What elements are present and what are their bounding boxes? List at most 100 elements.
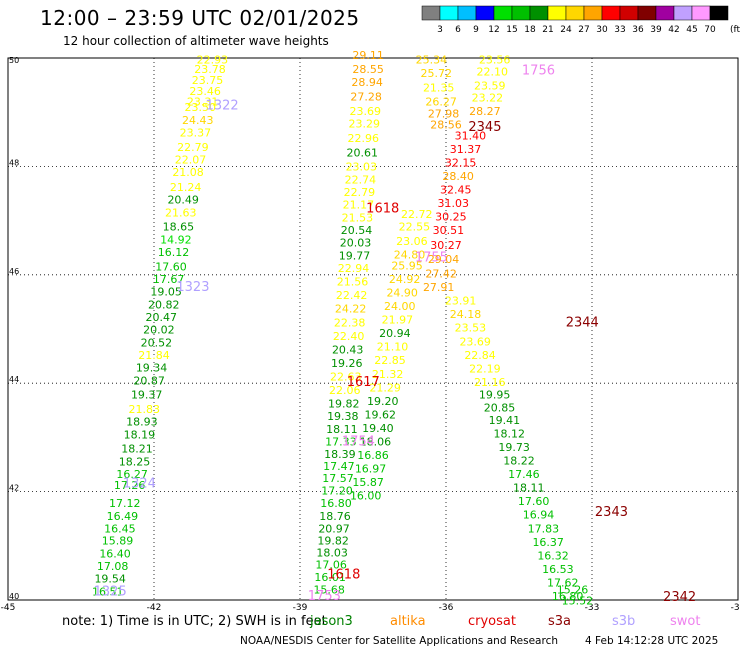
wave-height-point: 26.27 — [425, 96, 457, 109]
wave-height-point: 22.19 — [469, 362, 501, 375]
wave-height-point: 16.53 — [542, 563, 574, 576]
wave-height-point: 22.55 — [399, 220, 431, 233]
wave-height-point: 16.97 — [355, 463, 387, 476]
wave-height-point: 16.94 — [523, 509, 555, 522]
color-scale-label: 42 — [668, 25, 679, 35]
color-scale-swatch — [709, 5, 729, 21]
wave-height-point: 15.87 — [352, 476, 384, 489]
wave-height-point: 22.72 — [401, 208, 433, 221]
wave-height-point: 23.29 — [348, 117, 380, 130]
wave-height-point: 23.69 — [459, 335, 491, 348]
wave-height-point: 21.63 — [165, 206, 197, 219]
wave-height-point: 25.72 — [421, 67, 453, 80]
color-scale-label: 36 — [632, 25, 644, 35]
wave-height-point: 19.54 — [94, 573, 126, 586]
wave-height-point: 30.51 — [433, 224, 465, 237]
wave-height-point: 32.15 — [445, 156, 477, 169]
wave-height-point: 16.45 — [104, 522, 136, 535]
chart-title: 12:00 – 23:59 UTC 02/01/2025 — [40, 6, 360, 30]
color-scale-label: 45 — [686, 25, 697, 35]
legend-item-jason3: jason3 — [310, 614, 353, 629]
wave-height-point: 20.97 — [318, 522, 350, 535]
color-scale-label: 70 — [704, 25, 716, 35]
wave-height-point: 21.16 — [474, 376, 506, 389]
wave-height-point: 20.94 — [379, 327, 411, 340]
pass-time-label: 2343 — [595, 505, 628, 520]
x-tick-label: -42 — [147, 603, 162, 613]
wave-height-point: 20.82 — [148, 298, 180, 311]
x-tick-label: -45 — [1, 603, 16, 613]
wave-height-point: 32.45 — [440, 184, 472, 197]
wave-height-point: 21.35 — [423, 82, 455, 95]
color-scale-label: 15 — [506, 25, 517, 35]
wave-height-point: 18.06 — [360, 436, 392, 449]
pass-time-label: 1618 — [366, 201, 399, 216]
wave-height-point: 18.03 — [316, 547, 348, 560]
wave-height-point: 28.94 — [351, 76, 383, 89]
pass-time-label: 2342 — [663, 590, 696, 605]
wave-height-point: 18.19 — [124, 428, 156, 441]
pass-time-label: 1755 — [415, 250, 448, 265]
wave-height-point: 22.79 — [177, 141, 209, 154]
y-tick-label: 40 — [9, 592, 19, 601]
pass-time-label: 1617 — [347, 375, 380, 390]
wave-height-point: 19.37 — [131, 388, 163, 401]
pass-time-label: 2345 — [468, 120, 501, 135]
wave-height-point: 16.32 — [537, 549, 569, 562]
wave-height-point: 22.63 — [330, 370, 362, 383]
wave-height-point: 19.26 — [331, 357, 363, 370]
wave-height-point: 24.22 — [335, 303, 367, 316]
wave-height-point: 22.84 — [464, 349, 496, 362]
wave-height-point: 24.90 — [386, 286, 418, 299]
wave-height-point: 23.03 — [346, 161, 378, 174]
x-tick-label: -33 — [585, 603, 600, 613]
wave-height-point: 23.75 — [192, 74, 224, 87]
wave-height-point: 21.56 — [337, 276, 369, 289]
wave-height-point: 31.03 — [438, 197, 470, 210]
pass-time-label: 1753 — [308, 589, 341, 604]
wave-height-point: 23.50 — [184, 101, 216, 114]
wave-height-point: 18.65 — [163, 220, 195, 233]
color-scale-label: 18 — [524, 25, 536, 35]
generation-timestamp: 4 Feb 14:12:28 UTC 2025 — [585, 635, 719, 647]
wave-height-point: 16.86 — [357, 449, 389, 462]
wave-height-point: 24.92 — [389, 273, 421, 286]
wave-height-point: 24.80 — [394, 249, 426, 262]
wave-height-point: 28.56 — [430, 118, 462, 131]
wave-height-point: 16.27 — [116, 468, 148, 481]
wave-height-point: 20.03 — [340, 237, 372, 250]
wave-height-point: 22.96 — [348, 132, 380, 145]
color-scale-label: 6 — [455, 25, 461, 35]
wave-height-point: 20.87 — [133, 374, 165, 387]
satellite-legend: jason3 altika cryosat s3a s3b swot — [0, 614, 740, 632]
wave-height-point: 20.54 — [341, 224, 373, 237]
wave-height-point: 25.34 — [416, 53, 448, 66]
wave-height-point: 24.18 — [450, 308, 482, 321]
wave-height-point: 22.79 — [344, 186, 376, 199]
wave-height-point: 23.59 — [474, 79, 506, 92]
x-tick-label: -39 — [293, 603, 308, 613]
wave-height-point: 18.22 — [503, 455, 535, 468]
wave-height-point: 22.10 — [476, 65, 508, 78]
wave-height-point: 17.60 — [155, 260, 187, 273]
wave-height-point: 20.52 — [141, 336, 173, 349]
color-scale-label: 12 — [488, 25, 499, 35]
wave-height-point: 22.07 — [175, 154, 207, 167]
wave-height-point: 18.25 — [119, 456, 151, 469]
wave-height-point: 17.60 — [518, 495, 550, 508]
pass-time-label: 1323 — [176, 280, 209, 295]
wave-height-point: 30.25 — [435, 211, 467, 224]
wave-height-point: 22.94 — [338, 262, 370, 275]
wave-height-point: 19.82 — [317, 535, 349, 548]
wave-height-point: 21.53 — [342, 212, 374, 225]
pass-time-label: 1756 — [522, 63, 555, 78]
plot-frame — [7, 57, 739, 601]
wave-height-point: 17.08 — [97, 560, 129, 573]
wave-height-point: 18.93 — [126, 415, 158, 428]
wave-height-point: 17.67 — [153, 273, 185, 286]
pass-time-label: 2344 — [566, 315, 599, 330]
wave-height-point: 16.80 — [552, 590, 584, 603]
wave-height-point: 22.06 — [329, 384, 361, 397]
